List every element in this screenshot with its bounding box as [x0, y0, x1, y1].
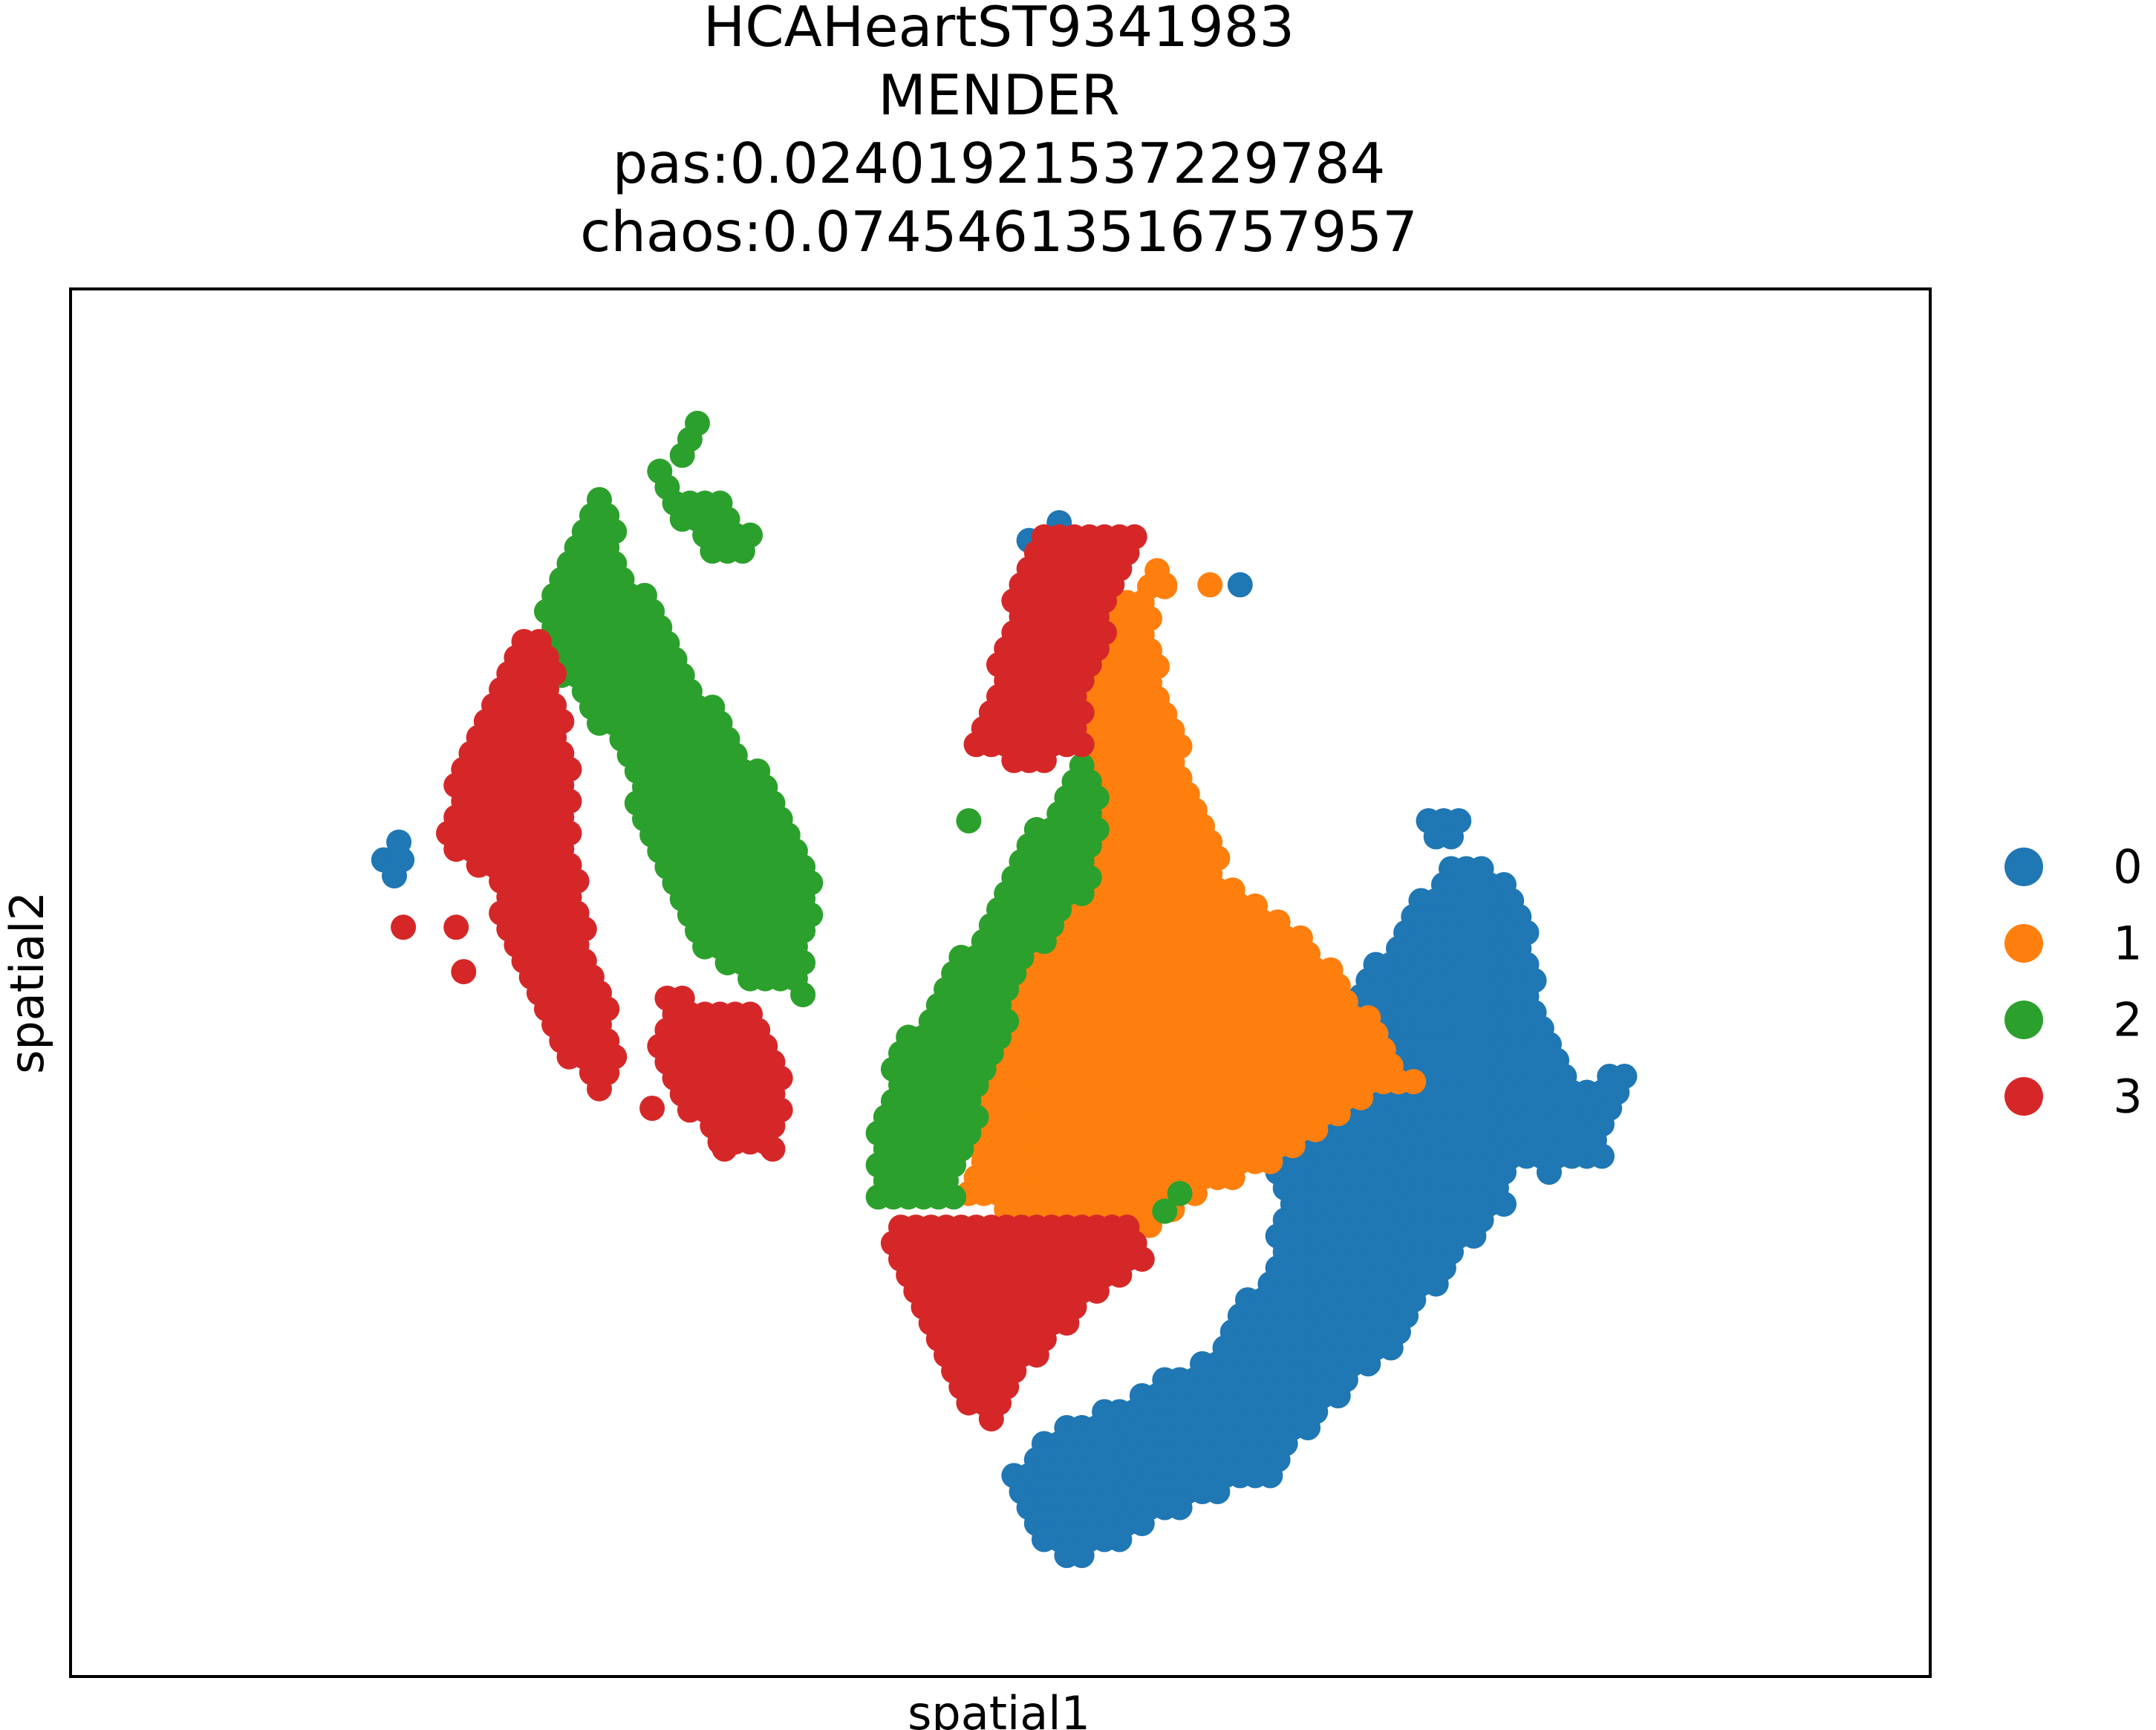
data-point-3	[639, 1096, 665, 1121]
data-point-2	[1152, 1198, 1178, 1224]
data-point-1	[1401, 1069, 1427, 1095]
data-point-2	[790, 982, 816, 1008]
chart-title-line-4: chaos:0.07454613516757957	[580, 199, 1418, 264]
legend-marker-2	[2004, 1001, 2043, 1039]
data-point-3	[711, 1136, 737, 1162]
legend-marker-1	[2004, 924, 2043, 963]
data-point-2	[1167, 1180, 1193, 1206]
legend-marker-3	[2004, 1077, 2043, 1116]
legend-label-3: 3	[2113, 1070, 2142, 1124]
data-point-3	[1031, 747, 1057, 773]
data-point-0	[1355, 1351, 1381, 1376]
legend-marker-0	[2004, 848, 2043, 886]
data-point-3	[391, 914, 417, 940]
data-point-2	[1031, 929, 1057, 955]
data-point-3	[760, 1136, 786, 1162]
data-point-0	[1257, 1463, 1283, 1489]
data-point-1	[1280, 1133, 1306, 1159]
plot-frame	[69, 287, 1932, 1678]
data-point-3	[451, 959, 477, 985]
data-point-1	[1257, 1148, 1283, 1174]
x-axis-label: spatial1	[908, 1686, 1090, 1730]
data-point-0	[1461, 1223, 1487, 1249]
data-point-1	[1152, 573, 1178, 599]
data-point-3	[1129, 1246, 1155, 1272]
data-points	[371, 410, 1638, 1568]
data-point-0	[382, 863, 407, 889]
data-point-0	[1167, 1495, 1193, 1521]
legend-label-0: 0	[2113, 840, 2142, 894]
data-point-2	[669, 442, 695, 468]
data-point-3	[978, 1406, 1004, 1432]
data-point-2	[956, 808, 982, 833]
data-point-0	[1536, 1160, 1562, 1185]
y-axis-label: spatial2	[0, 891, 54, 1074]
data-point-2	[729, 538, 755, 564]
data-point-1	[1325, 1101, 1351, 1127]
data-point-3	[1069, 732, 1095, 758]
data-point-2	[1069, 880, 1095, 906]
data-point-0	[1227, 572, 1253, 598]
data-point-1	[1303, 1116, 1329, 1142]
data-point-0	[1589, 1143, 1615, 1169]
data-point-0	[1107, 1526, 1133, 1552]
data-point-0	[1439, 824, 1464, 850]
data-point-3	[1107, 1262, 1133, 1288]
data-point-0	[1129, 1511, 1155, 1536]
data-point-3	[1023, 1342, 1049, 1368]
data-point-3	[1084, 1278, 1110, 1304]
chart-title-line-3: pas:0.02401921537229784	[613, 131, 1386, 196]
data-point-0	[1423, 1271, 1449, 1297]
data-point-1	[1197, 572, 1223, 598]
data-point-1	[1219, 1165, 1245, 1191]
data-point-1	[1348, 1084, 1374, 1110]
data-point-3	[443, 914, 469, 940]
legend: 0 1 2 3	[2004, 840, 2143, 1124]
data-point-0	[1378, 1335, 1404, 1361]
data-point-0	[1205, 1479, 1231, 1504]
data-point-0	[1069, 1543, 1095, 1568]
chart-title-line-2: MENDER	[878, 62, 1119, 128]
data-point-2	[941, 1184, 967, 1210]
data-point-0	[1491, 1191, 1517, 1217]
legend-label-1: 1	[2113, 917, 2142, 971]
data-point-3	[1054, 1310, 1080, 1336]
data-point-0	[1295, 1415, 1321, 1440]
legend-label-2: 2	[2113, 993, 2142, 1047]
chart-title-line-1: HCAHeartST9341983	[703, 0, 1294, 59]
data-point-0	[1325, 1383, 1351, 1408]
data-point-3	[587, 1076, 612, 1102]
